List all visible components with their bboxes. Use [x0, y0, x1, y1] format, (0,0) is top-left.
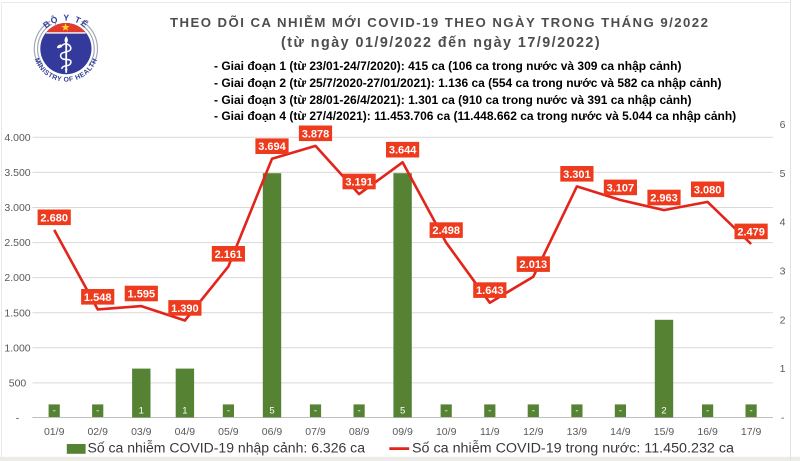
svg-text:4: 4 [780, 217, 786, 229]
svg-text:6: 6 [780, 119, 786, 131]
svg-text:3.500: 3.500 [4, 167, 30, 179]
svg-text:-: - [706, 405, 709, 416]
svg-text:04/9: 04/9 [175, 426, 196, 438]
svg-text:01/9: 01/9 [44, 426, 65, 438]
svg-text:02/9: 02/9 [87, 426, 108, 438]
svg-text:3.644: 3.644 [389, 145, 417, 157]
svg-text:1.548: 1.548 [84, 292, 112, 304]
svg-text:07/9: 07/9 [305, 426, 326, 438]
svg-text:3.301: 3.301 [563, 169, 591, 181]
svg-text:16/9: 16/9 [697, 426, 718, 438]
svg-text:5: 5 [269, 405, 274, 416]
svg-text:5: 5 [400, 405, 405, 416]
svg-text:-: - [53, 405, 56, 416]
svg-text:2.479: 2.479 [737, 226, 765, 238]
svg-text:Số ca nhiễm COVID-19 nhập cảnh: Số ca nhiễm COVID-19 nhập cảnh: 6.326 ca [88, 441, 366, 456]
svg-text:3.191: 3.191 [345, 177, 373, 189]
svg-text:2: 2 [780, 314, 786, 326]
svg-text:13/9: 13/9 [567, 426, 588, 438]
svg-text:1: 1 [182, 405, 187, 416]
svg-text:500: 500 [9, 378, 27, 390]
svg-text:05/9: 05/9 [218, 426, 239, 438]
svg-text:11/9: 11/9 [480, 426, 500, 438]
svg-text:-: - [532, 405, 535, 416]
svg-text:-: - [619, 405, 622, 416]
svg-text:09/9: 09/9 [392, 426, 413, 438]
svg-text:-: - [445, 405, 448, 416]
svg-text:4.000: 4.000 [4, 132, 30, 144]
svg-text:12/9: 12/9 [523, 426, 544, 438]
svg-text:3.080: 3.080 [694, 184, 722, 196]
svg-text:-: - [488, 405, 491, 416]
svg-text:1.390: 1.390 [171, 303, 199, 315]
svg-text:-: - [575, 405, 578, 416]
svg-text:2.498: 2.498 [432, 225, 460, 237]
svg-text:15/9: 15/9 [654, 426, 675, 438]
svg-text:2.680: 2.680 [40, 212, 68, 224]
svg-text:10/9: 10/9 [436, 426, 457, 438]
svg-text:1.643: 1.643 [476, 285, 504, 297]
svg-text:14/9: 14/9 [610, 426, 631, 438]
svg-text:3.107: 3.107 [607, 182, 635, 194]
svg-text:-: - [96, 405, 99, 416]
svg-text:5: 5 [780, 168, 786, 180]
svg-text:03/9: 03/9 [131, 426, 152, 438]
svg-text:2.963: 2.963 [650, 193, 678, 205]
svg-text:06/9: 06/9 [262, 426, 283, 438]
svg-text:-: - [358, 405, 361, 416]
svg-text:2.500: 2.500 [4, 237, 30, 249]
svg-text:1.000: 1.000 [4, 342, 30, 354]
svg-text:-: - [227, 405, 230, 416]
svg-text:3: 3 [780, 266, 786, 278]
svg-text:1: 1 [139, 405, 144, 416]
svg-text:08/9: 08/9 [349, 426, 370, 438]
svg-text:-: - [314, 405, 317, 416]
svg-text:3.000: 3.000 [4, 202, 30, 214]
svg-text:-: - [750, 405, 753, 416]
svg-text:2.013: 2.013 [520, 259, 548, 271]
svg-text:2: 2 [661, 405, 666, 416]
svg-text:2.000: 2.000 [4, 272, 30, 284]
svg-text:Số ca nhiễm COVID-19 trong nướ: Số ca nhiễm COVID-19 trong nước: 11.450.… [412, 441, 735, 456]
svg-text:2.161: 2.161 [215, 249, 243, 261]
svg-text:1.595: 1.595 [128, 289, 156, 301]
svg-text:3.694: 3.694 [258, 141, 286, 153]
svg-text:1: 1 [780, 363, 786, 375]
svg-text:3.878: 3.878 [302, 128, 330, 140]
svg-text:-: - [16, 413, 20, 425]
svg-text:1.500: 1.500 [4, 307, 30, 319]
svg-text:17/9: 17/9 [741, 426, 762, 438]
svg-text:-: - [781, 412, 785, 424]
